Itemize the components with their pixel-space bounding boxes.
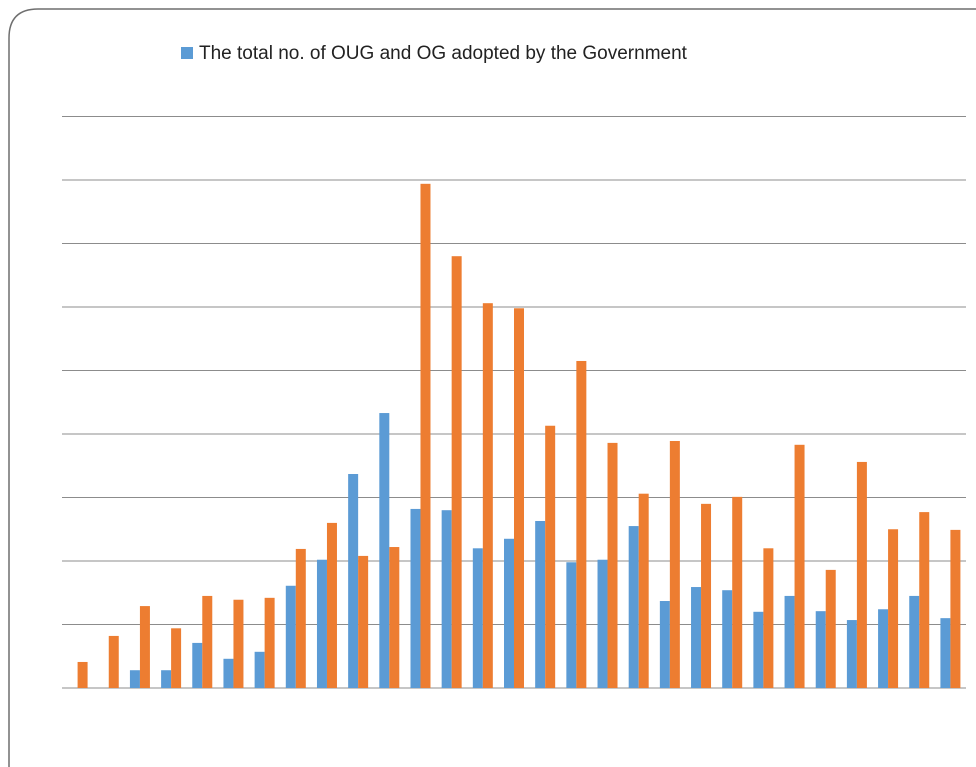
bar — [628, 526, 639, 688]
bar — [348, 474, 359, 688]
bar — [379, 413, 390, 688]
bar — [77, 661, 88, 688]
bar — [504, 538, 514, 688]
bar — [940, 618, 951, 688]
bar — [753, 611, 764, 688]
bar — [576, 360, 587, 688]
bar — [597, 559, 608, 688]
bar — [691, 587, 702, 688]
bar — [763, 548, 774, 688]
bar — [441, 510, 452, 688]
bar — [326, 522, 337, 688]
bar — [108, 635, 119, 688]
bar — [171, 628, 182, 688]
bar — [264, 597, 275, 688]
legend-swatch — [181, 47, 193, 59]
bar — [669, 440, 680, 688]
bar — [701, 503, 712, 688]
bar — [410, 508, 421, 688]
bar — [846, 620, 857, 688]
bar — [233, 599, 244, 688]
bar — [878, 609, 889, 688]
bar — [535, 520, 546, 688]
bar — [732, 496, 743, 688]
bar — [722, 590, 733, 688]
bar — [358, 555, 369, 688]
bar — [161, 670, 172, 688]
bar — [659, 601, 670, 688]
bar — [607, 442, 618, 688]
bar — [566, 562, 577, 688]
bar — [919, 512, 930, 688]
bar — [192, 642, 203, 688]
bar — [888, 529, 899, 688]
bar — [420, 183, 431, 688]
bar — [856, 461, 867, 688]
bar — [472, 548, 483, 688]
bar — [295, 548, 306, 688]
bar — [202, 595, 213, 688]
bar — [389, 547, 400, 688]
bar — [825, 569, 836, 688]
bar — [545, 425, 556, 688]
bar — [451, 256, 462, 688]
bar — [129, 670, 140, 688]
bar — [909, 595, 920, 688]
bar — [815, 611, 826, 688]
bar — [254, 651, 265, 688]
bar — [482, 303, 493, 688]
bar — [514, 308, 524, 688]
card-border — [8, 8, 976, 767]
bar — [794, 444, 805, 688]
bar — [139, 606, 150, 688]
bar — [784, 595, 795, 688]
bar — [223, 658, 234, 688]
legend-label: The total no. of OUG and OG adopted by t… — [199, 43, 688, 64]
bar — [638, 493, 649, 688]
bar — [316, 559, 327, 688]
bar — [285, 585, 296, 688]
bar — [950, 529, 961, 688]
